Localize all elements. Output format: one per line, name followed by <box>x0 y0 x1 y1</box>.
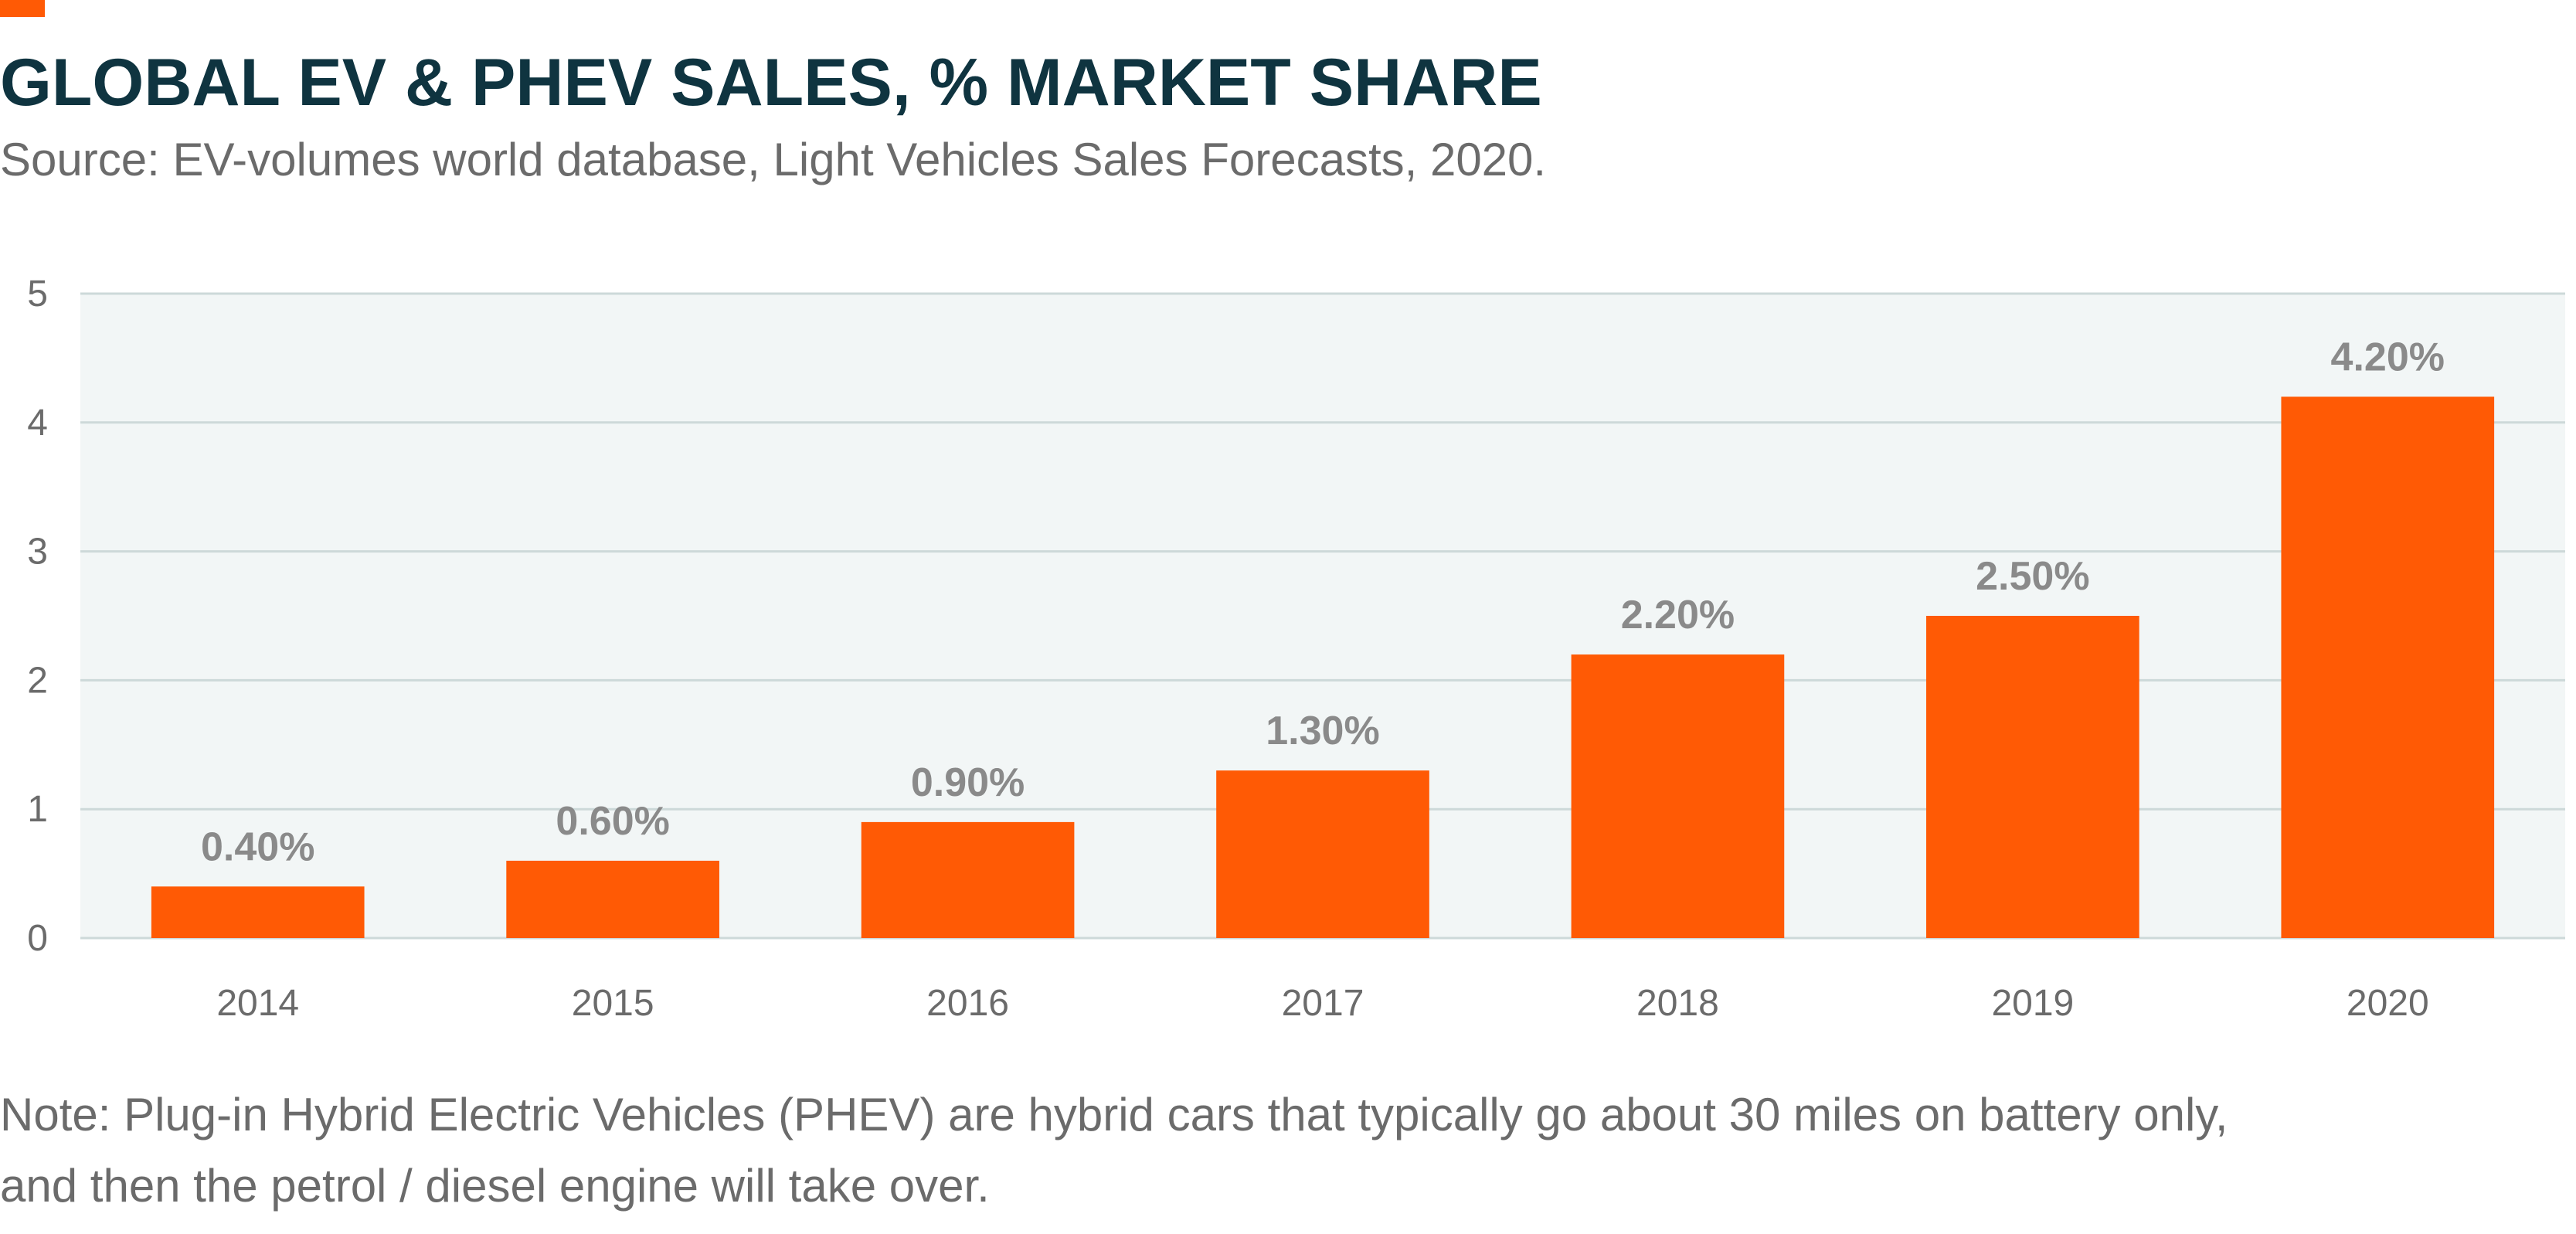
y-tick-label: 0 <box>27 918 48 959</box>
x-tick-label: 2014 <box>216 983 299 1024</box>
x-tick-label: 2017 <box>1282 983 1364 1024</box>
y-tick-label: 3 <box>27 532 48 573</box>
x-tick-label: 2015 <box>572 983 654 1024</box>
x-tick-label: 2016 <box>926 983 1009 1024</box>
data-label: 1.30% <box>1266 709 1379 753</box>
data-label: 0.40% <box>201 824 314 869</box>
bar-2018 <box>1571 654 1785 938</box>
y-tick-label: 2 <box>27 660 48 701</box>
data-label: 0.60% <box>556 799 669 844</box>
x-tick-label: 2019 <box>1991 983 2074 1024</box>
data-label: 0.90% <box>911 760 1025 805</box>
chart-title: GLOBAL EV & PHEV SALES, % MARKET SHARE <box>0 46 1542 120</box>
bar-chart: 0.40% 0.60% 0.90% 1.30% 2.20% 2.50% 4.20% 0 1 2 3… <box>27 274 2565 1024</box>
title-accent-bar <box>0 0 45 17</box>
bar-2016 <box>861 821 1075 938</box>
y-tick-label: 1 <box>27 789 48 830</box>
x-tick-label: 2018 <box>1636 983 1719 1024</box>
bar-2017 <box>1216 770 1429 938</box>
data-label: 4.20% <box>2331 335 2445 379</box>
y-tick-label: 4 <box>27 403 48 444</box>
bar-2019 <box>1926 616 2139 938</box>
footnote-line-1: Note: Plug-in Hybrid Electric Vehicles (… <box>0 1089 2228 1141</box>
chart-source: Source: EV-volumes world database, Light… <box>0 134 1547 185</box>
data-label: 2.50% <box>1976 554 2089 599</box>
y-tick-label: 5 <box>27 274 48 314</box>
bar-2014 <box>151 886 365 938</box>
footnote-line-2: and then the petrol / diesel engine will… <box>0 1160 990 1212</box>
x-tick-label: 2020 <box>2347 983 2429 1024</box>
bar-2020 <box>2281 396 2495 938</box>
bar-2015 <box>506 860 719 938</box>
data-label: 2.20% <box>1621 593 1735 637</box>
